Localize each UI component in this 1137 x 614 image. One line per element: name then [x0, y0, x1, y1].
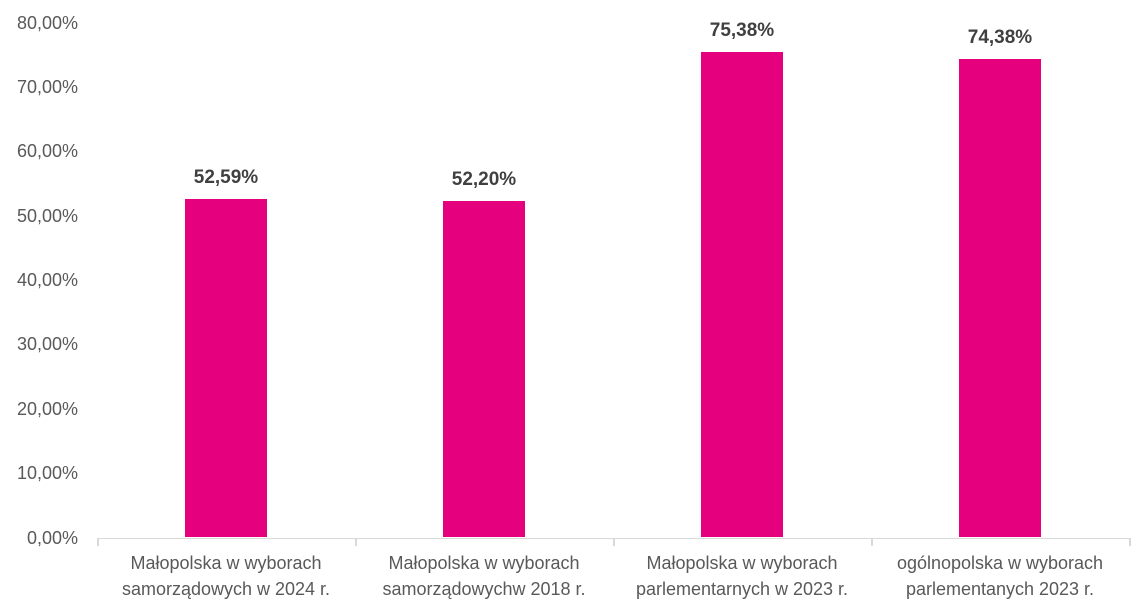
x-axis-category-label: Małopolska w wyborach samorządowychw 2018… — [355, 550, 613, 602]
x-axis-category-label-line: samorządowych w 2024 r. — [121, 579, 331, 599]
x-axis-category-label-line: parlementanych 2023 r. — [905, 579, 1095, 599]
y-axis-tick-label: 30,00% — [16, 334, 78, 355]
bar — [701, 52, 783, 538]
y-axis-tick-label: 80,00% — [16, 12, 78, 33]
x-axis-category-label: Małopolska w wyborach parlementarnych w 2… — [613, 550, 871, 602]
x-axis-category-label: ogólnopolska w wyborach parlementanych 20… — [871, 550, 1129, 602]
y-axis-tick-label: 40,00% — [16, 270, 78, 290]
x-axis-category-label-line: ogólnopolska w wyborach — [896, 553, 1104, 573]
y-axis-tick-label: 20,00% — [16, 398, 78, 419]
bar-value-label: 52,20% — [451, 169, 517, 191]
bar — [959, 58, 1041, 538]
x-axis-tick-mark — [871, 537, 873, 546]
bar-value-label: 52,59% — [193, 166, 259, 188]
bar — [443, 201, 525, 538]
x-axis-category-label-line: samorządowychw 2018 r. — [382, 579, 586, 599]
x-axis-category-label-line: Małopolska w wyborach — [646, 553, 838, 573]
x-axis-tick-mark — [97, 537, 99, 546]
x-axis-tick-mark — [613, 537, 615, 546]
bar — [185, 198, 267, 538]
x-axis-category-label-line: Małopolska w wyborach — [388, 553, 580, 573]
bar-value-label: 74,38% — [967, 26, 1033, 48]
y-axis-tick-label: 10,00% — [16, 463, 78, 484]
x-axis-tick-mark — [1129, 537, 1131, 546]
y-axis-tick-label: 60,00% — [16, 141, 78, 162]
x-axis-category-label-line: Małopolska w wyborach — [130, 553, 322, 573]
bar-value-label: 75,38% — [709, 20, 775, 42]
y-axis-tick-label: 70,00% — [16, 76, 78, 97]
x-axis-tick-mark — [355, 537, 357, 546]
y-axis-tick-label: 0,00% — [26, 527, 78, 548]
y-axis-tick-label: 50,00% — [16, 205, 78, 226]
x-axis-category-label: Małopolska w wyborach samorządowych w 202… — [97, 550, 355, 602]
x-axis-category-label-line: parlementarnych w 2023 r. — [635, 579, 849, 599]
